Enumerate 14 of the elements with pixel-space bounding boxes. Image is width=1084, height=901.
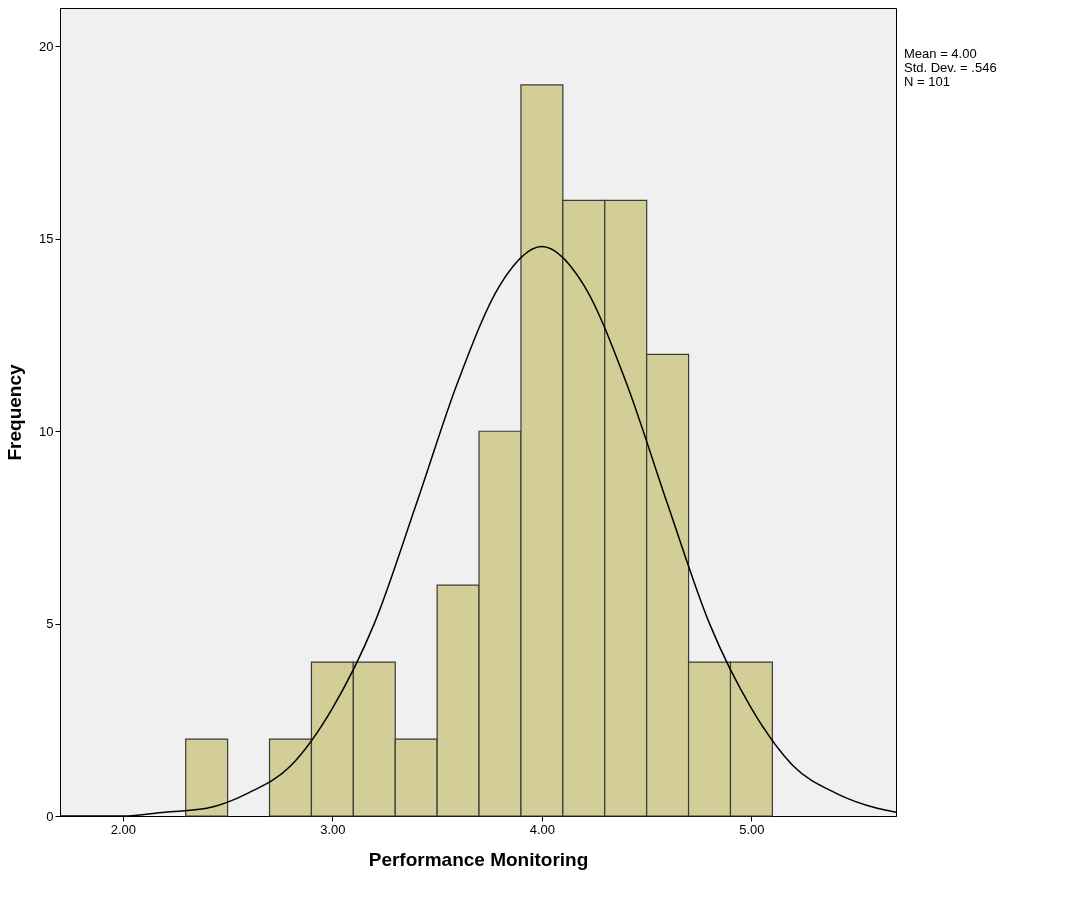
y-axis-title: Frequency bbox=[4, 364, 26, 461]
y-tick-label: 0 bbox=[46, 808, 54, 824]
y-tick-label: 5 bbox=[46, 616, 54, 632]
y-tick-label: 10 bbox=[39, 423, 54, 439]
text: Mean = 4.00 bbox=[904, 46, 977, 61]
x-tick-label: 5.00 bbox=[739, 821, 765, 837]
y-tick-label: 20 bbox=[39, 38, 54, 54]
text: N = 101 bbox=[904, 74, 950, 89]
x-tick-label: 4.00 bbox=[529, 821, 556, 837]
x-tick-label: 3.00 bbox=[320, 821, 346, 837]
y-tick-label: 15 bbox=[39, 231, 54, 247]
x-tick-label: 2.00 bbox=[110, 821, 137, 837]
text: Std. Dev. = .546 bbox=[904, 60, 997, 75]
x-axis-title: Performance Monitoring bbox=[368, 848, 589, 870]
